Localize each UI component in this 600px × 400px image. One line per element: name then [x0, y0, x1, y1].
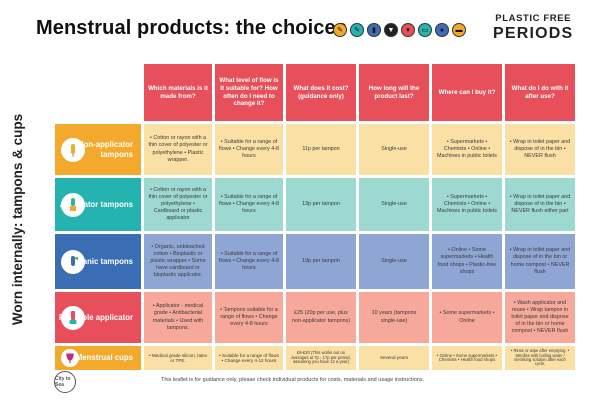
- brand-logo: PLASTIC FREE PERIODS: [493, 14, 573, 42]
- table-cell: • Organic, unbleached cotton • Bioplasti…: [144, 234, 212, 289]
- product-icons-strip: ✎ ✎ ▮ ▼ ▾ ▭ ● ▬: [333, 23, 466, 37]
- city-to-sea-logo: City to Sea: [54, 371, 76, 393]
- table-row: Non-applicator tampons • Cotton or rayon…: [55, 124, 575, 175]
- table-cell: • Applicator - medical grade • Antibacte…: [144, 292, 212, 343]
- table-cell: 19p per tampon: [286, 234, 356, 289]
- header-materials: Which materials is it made from?: [144, 64, 212, 121]
- table-cell: • Cotton or rayon with a thin cover of p…: [144, 178, 212, 231]
- row-label-text: Reusable applicator: [58, 312, 133, 322]
- menstrual-cup-icon: [61, 349, 79, 367]
- table-cell: 10 years (tampons single-use): [359, 292, 429, 343]
- table-cell: • Online • Some supermarkets • Health fo…: [432, 234, 502, 289]
- table-cell: Single-use: [359, 234, 429, 289]
- table-cell: Several years: [359, 346, 429, 370]
- sponge-icon: ●: [435, 23, 449, 37]
- brand-line2: PERIODS: [493, 24, 574, 42]
- table-cell: • Cotton or rayon with a thin cover of p…: [144, 124, 212, 175]
- table-cell: • Suitable for a range of flows • Change…: [215, 124, 283, 175]
- table-cell: • Supermarkets • Chemists • Online • Mac…: [432, 124, 502, 175]
- table-cell: • Wash applicator and reuse • Wrap tampo…: [505, 292, 575, 343]
- table-cell: • Wrap in toilet paper and dispose of in…: [505, 178, 575, 231]
- tampon-icon: ✎: [333, 23, 347, 37]
- table-cell: • Wrap in toilet paper and dispose of in…: [505, 234, 575, 289]
- table-cell: 11p per tampon: [286, 124, 356, 175]
- reusable-applicator-icon: [61, 305, 85, 330]
- table-cell: Single-use: [359, 178, 429, 231]
- table-row: Reusable applicator • Applicator - medic…: [55, 292, 575, 343]
- table-cell: • Online • Some supermarkets • Chemists …: [432, 346, 502, 370]
- underwear-icon: ▼: [384, 23, 398, 37]
- table-cell: Single-use: [359, 124, 429, 175]
- header-flow: What level of flow is it suitable for? H…: [215, 64, 283, 121]
- row-label-text: Organic tampons: [68, 256, 133, 266]
- table-cell: • Suitable for a range of flows • Change…: [215, 234, 283, 289]
- row-label-text: Menstrual cups: [75, 353, 133, 363]
- brand-line1: PLASTIC FREE: [495, 13, 572, 24]
- organic-tampon-icon: [61, 249, 85, 274]
- table-header: Which materials is it made from? What le…: [144, 64, 575, 121]
- applicator-tampon-icon: [61, 192, 85, 217]
- table-cell: • Medical grade silicon, latex or TPE.: [144, 346, 212, 370]
- page-title: Menstrual products: the choices: [36, 17, 347, 39]
- row-label-organic: Organic tampons: [55, 234, 141, 289]
- table-cell: • Some supermarkets • Online: [432, 292, 502, 343]
- footer-note: This leaflet is for guidance only, pleas…: [161, 377, 425, 383]
- table-row: Applicator tampons • Cotton or rayon wit…: [55, 178, 575, 231]
- applicator-tampon-icon: ✎: [350, 23, 364, 37]
- row-label-reusable-applicator: Reusable applicator: [55, 292, 141, 343]
- header-after-use: What do I do with it after use?: [505, 64, 575, 121]
- table-cell: • Wrap in toilet paper and dispose of in…: [505, 124, 575, 175]
- table-row: Menstrual cups • Medical grade silicon, …: [55, 346, 575, 370]
- tampon-icon: [61, 137, 85, 162]
- side-label: Worn internally: tampons & cups: [3, 73, 33, 366]
- table-row: Organic tampons • Organic, unbleached co…: [55, 234, 575, 289]
- header-lifespan: How long will the product last?: [359, 64, 429, 121]
- side-label-text: Worn internally: tampons & cups: [10, 113, 26, 326]
- header-where-to-buy: Where can I buy it?: [432, 64, 502, 121]
- table-cell: £25 (20p per use, plus non-applicator ta…: [286, 292, 356, 343]
- pad-icon: ▮: [367, 23, 381, 37]
- table-cell: • Suitable for a range of flows • Change…: [215, 346, 283, 370]
- row-label-text: Non-applicator tampons: [77, 140, 133, 159]
- table-cell: • Suitable for a range of flows • Change…: [215, 178, 283, 231]
- table-cell: • Tampons suitable for a range of flows …: [215, 292, 283, 343]
- table-cell: • Rinse or wipe after emptying. • Steril…: [505, 346, 575, 370]
- row-label-applicator: Applicator tampons: [55, 178, 141, 231]
- liner-icon: ▬: [452, 23, 466, 37]
- reusable-pad-icon: ▭: [418, 23, 432, 37]
- table-cell: £9-£20 (This works out on averages at 7p…: [286, 346, 356, 370]
- table-cell: • Supermarkets • Chemists • Online • Mac…: [432, 178, 502, 231]
- cup-icon: ▾: [401, 23, 415, 37]
- row-label-text: Applicator tampons: [59, 199, 133, 209]
- row-label-non-applicator: Non-applicator tampons: [55, 124, 141, 175]
- row-label-menstrual-cups: Menstrual cups: [55, 346, 141, 370]
- table-cell: 13p per tampon: [286, 178, 356, 231]
- header-cost: What does it cost? (guidance only): [286, 64, 356, 121]
